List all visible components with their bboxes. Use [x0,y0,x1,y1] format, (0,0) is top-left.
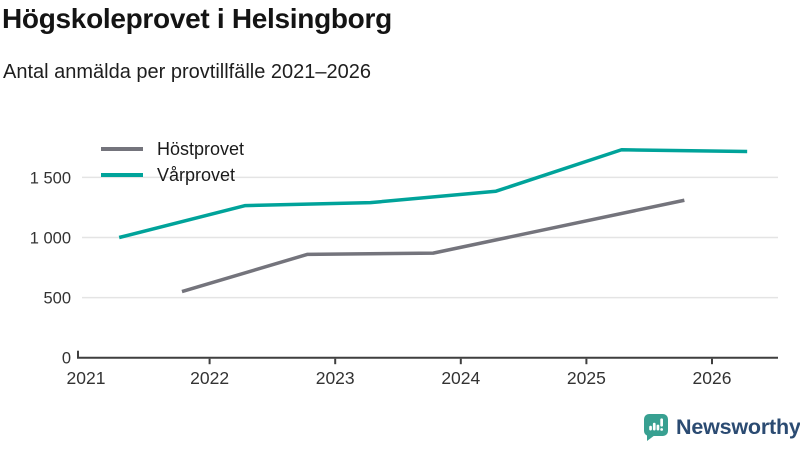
x-tick-label: 2026 [693,368,732,388]
series-line-varprovet [118,148,748,240]
legend-label-varprovet: Vårprovet [157,165,236,185]
x-tick-label: 2024 [441,368,480,388]
x-tick-label: 2021 [67,368,106,388]
y-tick-label: 0 [62,350,71,368]
chart-title: Högskoleprovet i Helsingborg [2,3,392,34]
y-tick-label: 500 [43,290,71,308]
legend-item-hostprovet: Höstprovet [101,136,244,162]
x-tick-label: 2022 [190,368,229,388]
legend-label-hostprovet: Höstprovet [157,139,245,159]
y-tick-label: 1 000 [30,230,71,248]
newsworthy-logo: Newsworthy [643,413,800,442]
newsworthy-wordmark: Newsworthy [676,415,800,439]
chart-subtitle: Antal anmälda per provtillfälle 2021–202… [3,61,372,83]
y-tick-label: 1 500 [30,169,71,187]
x-tick-label: 2023 [316,368,355,388]
legend-swatch-varprovet [101,172,143,178]
legend-swatch-hostprovet [101,146,143,152]
series-line-hostprovet [181,198,685,294]
legend-item-varprovet: Vårprovet [101,162,244,188]
chart-legend: Höstprovet Vårprovet [101,136,244,188]
x-tick-label: 2025 [567,368,606,388]
newsworthy-bubble-chart-icon [644,414,668,441]
